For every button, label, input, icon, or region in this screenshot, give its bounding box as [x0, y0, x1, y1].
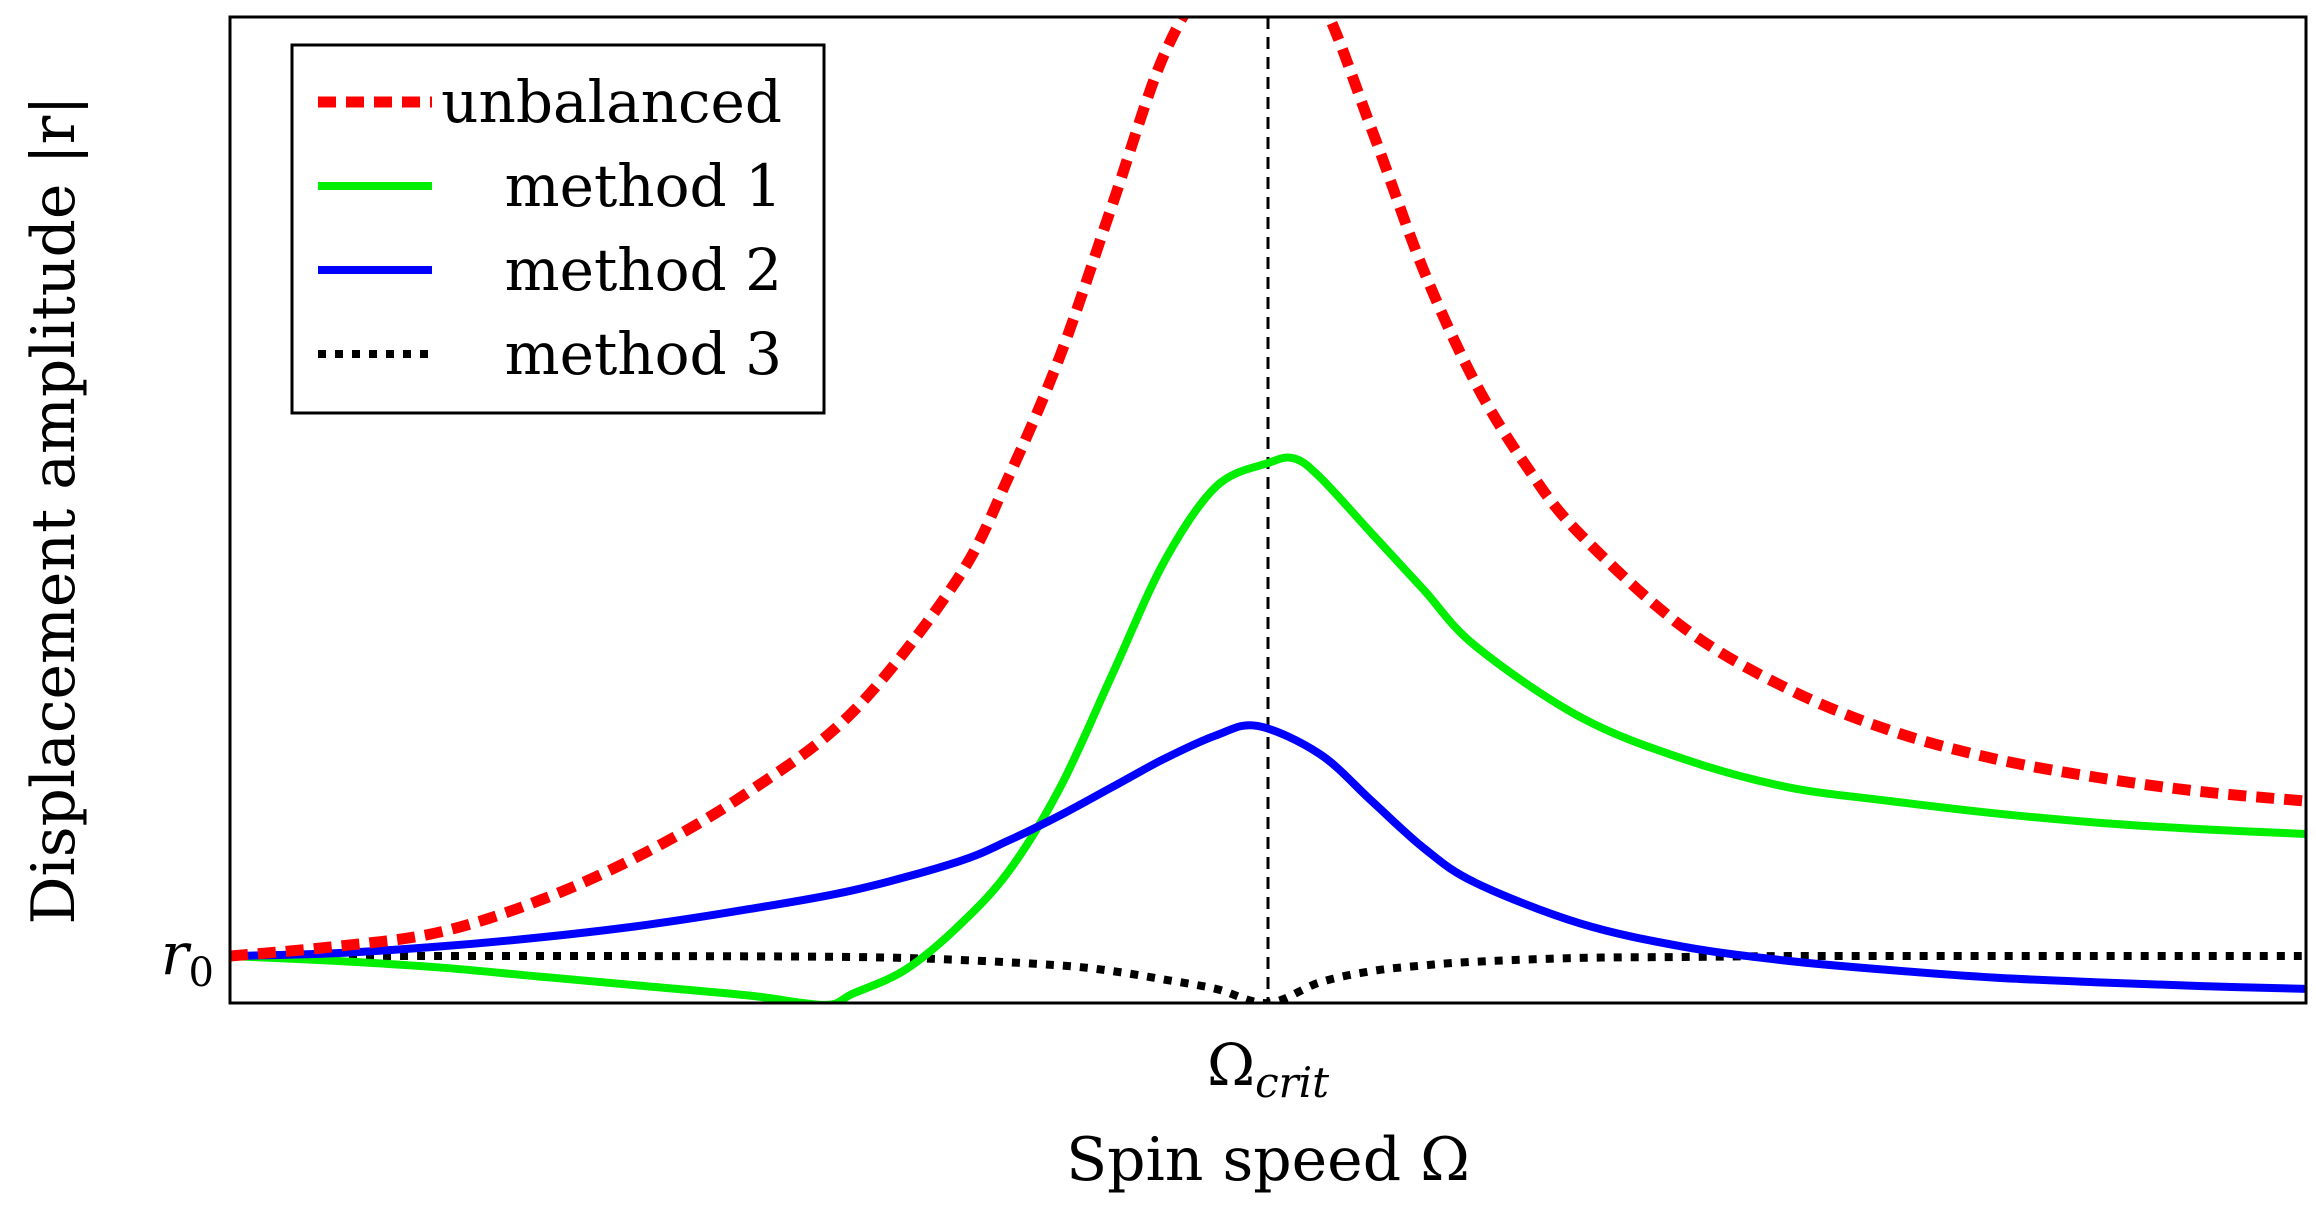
x-tick-label: Ωcrit [1207, 1031, 1329, 1107]
legend-label: unbalanced [441, 68, 782, 136]
y-tick-labels: r0 [161, 920, 214, 996]
y-tick-label-base: r [161, 920, 192, 988]
series-line-method-1 [230, 453, 2306, 1003]
legend-label: method 2 [505, 236, 782, 304]
series-layer [230, 17, 2306, 1003]
y-axis-label: Displacement amplitude |r| [19, 95, 89, 924]
x-axis-label: Spin speed Ω [1066, 1125, 1470, 1195]
legend-label: method 3 [505, 320, 782, 388]
series-line-unbalanced [230, 17, 2306, 962]
legend: unbalanced method 1 method 2 method 3 [290, 43, 826, 415]
legend-label: method 1 [505, 152, 782, 220]
series-line-method-3 [230, 951, 2306, 1003]
y-tick-label: r0 [161, 920, 214, 996]
x-tick-label-subscript: crit [1255, 1058, 1329, 1107]
series-line-method-2 [230, 721, 2306, 993]
y-tick-label-subscript: 0 [189, 950, 214, 996]
x-tick-label-base: Ω [1207, 1031, 1255, 1099]
x-tick-labels: Ωcrit [1207, 1031, 1329, 1107]
plot-frame [228, 15, 2308, 1005]
